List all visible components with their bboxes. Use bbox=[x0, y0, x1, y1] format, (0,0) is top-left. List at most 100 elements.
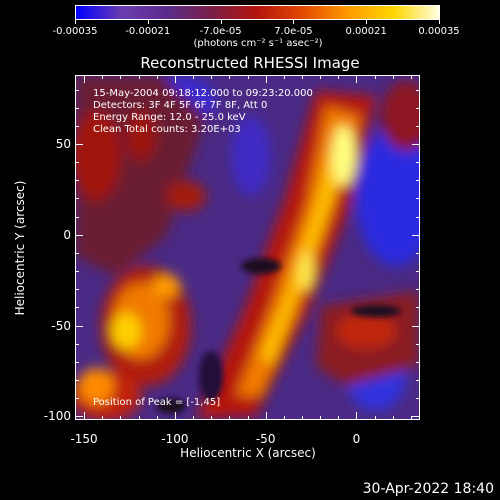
x-minor-tick bbox=[193, 416, 195, 420]
colorbar-tick bbox=[439, 19, 440, 24]
y-major-tick bbox=[75, 234, 83, 236]
x-minor-tick-top bbox=[229, 75, 231, 79]
x-major-tick-top bbox=[174, 75, 176, 83]
y-minor-tick bbox=[75, 198, 79, 200]
y-minor-tick-right bbox=[416, 289, 420, 291]
x-minor-tick bbox=[229, 416, 231, 420]
x-major-tick-top bbox=[265, 75, 267, 83]
y-minor-tick-right bbox=[416, 361, 420, 363]
y-minor-tick-right bbox=[416, 144, 420, 145]
y-minor-tick-right bbox=[416, 307, 420, 309]
y-minor-tick bbox=[75, 180, 79, 182]
x-minor-tick bbox=[174, 416, 176, 420]
y-minor-tick-right bbox=[416, 89, 420, 91]
colorbar-tick-label: -0.00035 bbox=[52, 26, 98, 37]
colorbar-tick bbox=[147, 19, 149, 24]
timestamp: 30-Apr-2022 18:40 bbox=[362, 481, 494, 497]
x-minor-tick-top bbox=[247, 75, 249, 79]
x-minor-tick bbox=[102, 416, 104, 420]
y-minor-tick-right bbox=[416, 107, 420, 109]
y-minor-tick-right bbox=[416, 162, 420, 164]
y-minor-tick-right bbox=[416, 325, 420, 327]
colorbar-tick-label: -7.0e-05 bbox=[199, 26, 242, 37]
x-minor-tick-top bbox=[301, 75, 303, 79]
rhessi-image: 15-May-2004 09:18:12.000 to 09:23:20.000… bbox=[75, 75, 420, 420]
x-minor-tick-top bbox=[410, 75, 412, 79]
y-minor-tick bbox=[75, 144, 79, 145]
x-minor-tick-top bbox=[320, 75, 322, 79]
x-minor-tick-top bbox=[392, 75, 394, 79]
x-minor-tick bbox=[211, 416, 213, 420]
x-minor-tick-top bbox=[265, 75, 267, 79]
colorbar-tick-label: -0.00021 bbox=[125, 26, 171, 37]
x-minor-tick-top bbox=[102, 75, 104, 79]
y-minor-tick bbox=[75, 107, 79, 109]
colorbar-tick-label: 0.00035 bbox=[418, 26, 460, 37]
y-tick-label: 50 bbox=[55, 137, 71, 151]
x-minor-tick-top bbox=[211, 75, 213, 79]
colorbar-tick bbox=[293, 19, 295, 24]
x-tick-label: -100 bbox=[161, 432, 189, 446]
x-minor-tick bbox=[374, 416, 376, 420]
x-axis-label: Heliocentric X (arcsec) bbox=[180, 446, 316, 460]
colorbar-tick bbox=[75, 19, 76, 24]
x-minor-tick-top bbox=[84, 75, 86, 79]
x-minor-tick bbox=[265, 416, 267, 420]
y-major-tick bbox=[75, 325, 83, 327]
y-axis-label: Heliocentric Y (arcsec) bbox=[13, 180, 27, 316]
peak-position-label: Position of Peak = [-1,45] bbox=[93, 397, 221, 408]
x-major-tick-top bbox=[356, 75, 358, 83]
y-minor-tick bbox=[75, 89, 79, 91]
y-minor-tick bbox=[75, 398, 79, 400]
y-major-tick bbox=[75, 144, 83, 145]
x-minor-tick-top bbox=[283, 75, 285, 79]
info-line-detectors: Detectors: 3F 4F 5F 6F 7F 8F, Att 0 bbox=[93, 100, 268, 111]
x-minor-tick bbox=[138, 416, 140, 420]
image-blobs bbox=[76, 76, 419, 419]
x-minor-tick-top bbox=[120, 75, 122, 79]
y-minor-tick bbox=[75, 307, 79, 309]
y-minor-tick-right bbox=[416, 380, 420, 382]
y-minor-tick bbox=[75, 380, 79, 382]
x-minor-tick bbox=[247, 416, 249, 420]
y-tick-label: -100 bbox=[43, 409, 71, 424]
info-line-counts: Clean Total counts: 3.20E+03 bbox=[93, 124, 241, 135]
y-minor-tick bbox=[75, 252, 79, 254]
y-minor-tick bbox=[75, 216, 79, 218]
y-minor-tick bbox=[75, 416, 79, 418]
x-minor-tick-top bbox=[338, 75, 340, 79]
y-minor-tick-right bbox=[416, 180, 420, 182]
x-tick-label: 0 bbox=[352, 432, 361, 446]
x-minor-tick bbox=[356, 416, 358, 420]
info-line-energy: Energy Range: 12.0 - 25.0 keV bbox=[93, 112, 246, 123]
y-minor-tick bbox=[75, 361, 79, 363]
colorbar bbox=[75, 5, 440, 20]
y-minor-tick-right bbox=[416, 343, 420, 345]
y-minor-tick bbox=[75, 125, 79, 127]
image-dark-lanes bbox=[156, 258, 401, 414]
plot-title: Reconstructed RHESSI Image bbox=[140, 54, 360, 72]
colorbar-tick bbox=[366, 19, 368, 24]
y-minor-tick-right bbox=[416, 398, 420, 400]
x-minor-tick bbox=[392, 416, 394, 420]
x-minor-tick-top bbox=[174, 75, 176, 79]
x-minor-tick bbox=[320, 416, 322, 420]
x-minor-tick bbox=[338, 416, 340, 420]
y-minor-tick-right bbox=[416, 234, 420, 236]
y-minor-tick-right bbox=[416, 198, 420, 200]
x-minor-tick bbox=[120, 416, 122, 420]
x-minor-tick-top bbox=[138, 75, 140, 79]
info-line-time: 15-May-2004 09:18:12.000 to 09:23:20.000 bbox=[93, 88, 313, 99]
colorbar-tick bbox=[220, 19, 222, 24]
y-minor-tick-right bbox=[416, 416, 420, 418]
y-major-tick bbox=[75, 416, 83, 418]
x-minor-tick bbox=[156, 416, 158, 420]
y-tick-label: -50 bbox=[51, 318, 71, 333]
x-minor-tick bbox=[301, 416, 303, 420]
x-minor-tick-top bbox=[193, 75, 195, 79]
y-minor-tick-right bbox=[416, 271, 420, 273]
y-minor-tick-right bbox=[416, 252, 420, 254]
x-minor-tick bbox=[84, 416, 86, 420]
x-minor-tick bbox=[283, 416, 285, 420]
y-minor-tick bbox=[75, 162, 79, 164]
